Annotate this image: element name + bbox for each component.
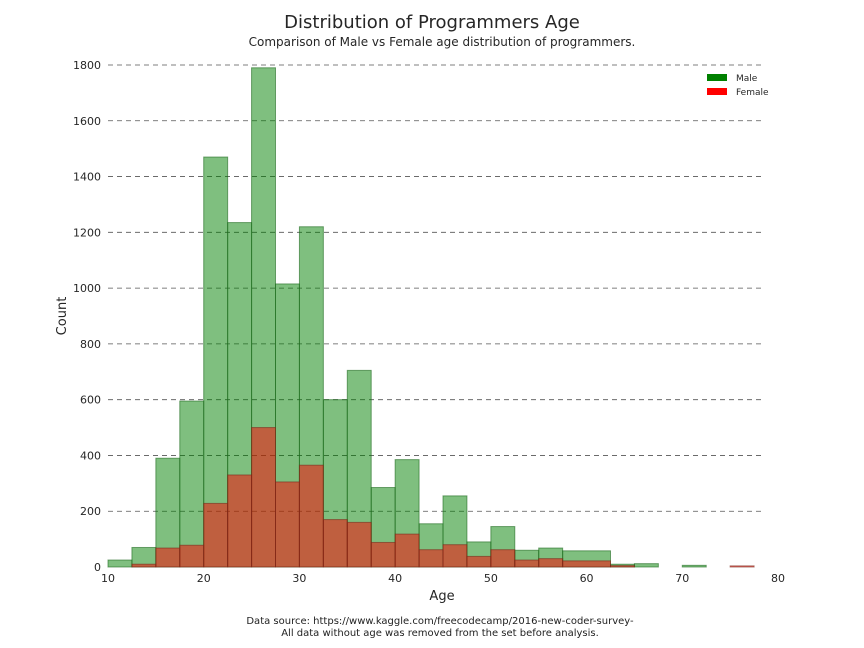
x-axis: 10 20 30 40 50 60 70 80 <box>101 572 785 585</box>
y-tick-label: 200 <box>80 505 101 518</box>
y-tick-label: 1200 <box>73 226 101 239</box>
female-bar <box>466 555 492 568</box>
chart-title: Distribution of Programmers Age <box>284 12 580 33</box>
legend-swatch-male <box>707 74 727 81</box>
y-tick-label: 1600 <box>73 115 101 128</box>
x-tick-label: 80 <box>771 572 785 585</box>
footer-note: Data source: https://www.kaggle.com/free… <box>0 616 864 640</box>
female-bar <box>562 560 612 568</box>
male-bars <box>107 67 707 568</box>
male-bar <box>179 400 205 568</box>
female-bar <box>179 544 205 568</box>
female-bars <box>131 427 755 568</box>
x-tick-label: 40 <box>388 572 402 585</box>
legend-swatch-female <box>707 88 727 95</box>
female-bar <box>610 565 635 568</box>
legend-label-male: Male <box>736 74 758 84</box>
footer-source: Data source: https://www.kaggle.com/free… <box>246 616 634 627</box>
legend-label-female: Female <box>736 88 769 98</box>
female-bar <box>275 481 300 568</box>
male-bar <box>633 563 659 568</box>
y-tick-label: 1000 <box>73 282 101 295</box>
female-bar <box>251 427 276 568</box>
female-bar <box>394 533 420 568</box>
male-bar <box>681 564 707 568</box>
female-bar <box>729 565 755 568</box>
y-tick-label: 600 <box>80 394 101 407</box>
y-tick-label: 1800 <box>73 59 101 72</box>
y-tick-label: 800 <box>80 338 101 351</box>
female-bar <box>418 549 444 568</box>
female-bar <box>514 559 540 568</box>
x-axis-label: Age <box>429 589 454 604</box>
female-bar <box>155 547 181 568</box>
x-tick-label: 20 <box>197 572 211 585</box>
y-tick-label: 1400 <box>73 171 101 184</box>
female-bar <box>538 558 564 568</box>
x-tick-label: 50 <box>484 572 498 585</box>
female-bar <box>298 464 324 568</box>
male-bar <box>107 559 133 568</box>
chart-subtitle: Comparison of Male vs Female age distrib… <box>249 35 636 49</box>
x-tick-label: 30 <box>292 572 306 585</box>
legend: Male Female <box>707 74 769 98</box>
y-tick-label: 400 <box>80 449 101 462</box>
female-bar <box>227 474 253 568</box>
y-axis: 0 200 400 600 800 1000 1200 1400 1600 1800 <box>73 59 101 574</box>
female-bar <box>442 544 468 568</box>
female-bar <box>346 521 372 568</box>
female-bar <box>322 519 348 568</box>
female-bar <box>370 541 396 568</box>
female-bar <box>131 563 157 568</box>
y-tick-label: 0 <box>94 561 101 574</box>
footer-note-text: All data without age was removed from th… <box>281 628 599 639</box>
x-tick-label: 70 <box>675 572 689 585</box>
female-bar <box>203 502 229 568</box>
x-tick-label: 10 <box>101 572 115 585</box>
female-bar <box>490 549 516 568</box>
y-axis-label: Count <box>55 297 70 336</box>
x-tick-label: 60 <box>580 572 594 585</box>
